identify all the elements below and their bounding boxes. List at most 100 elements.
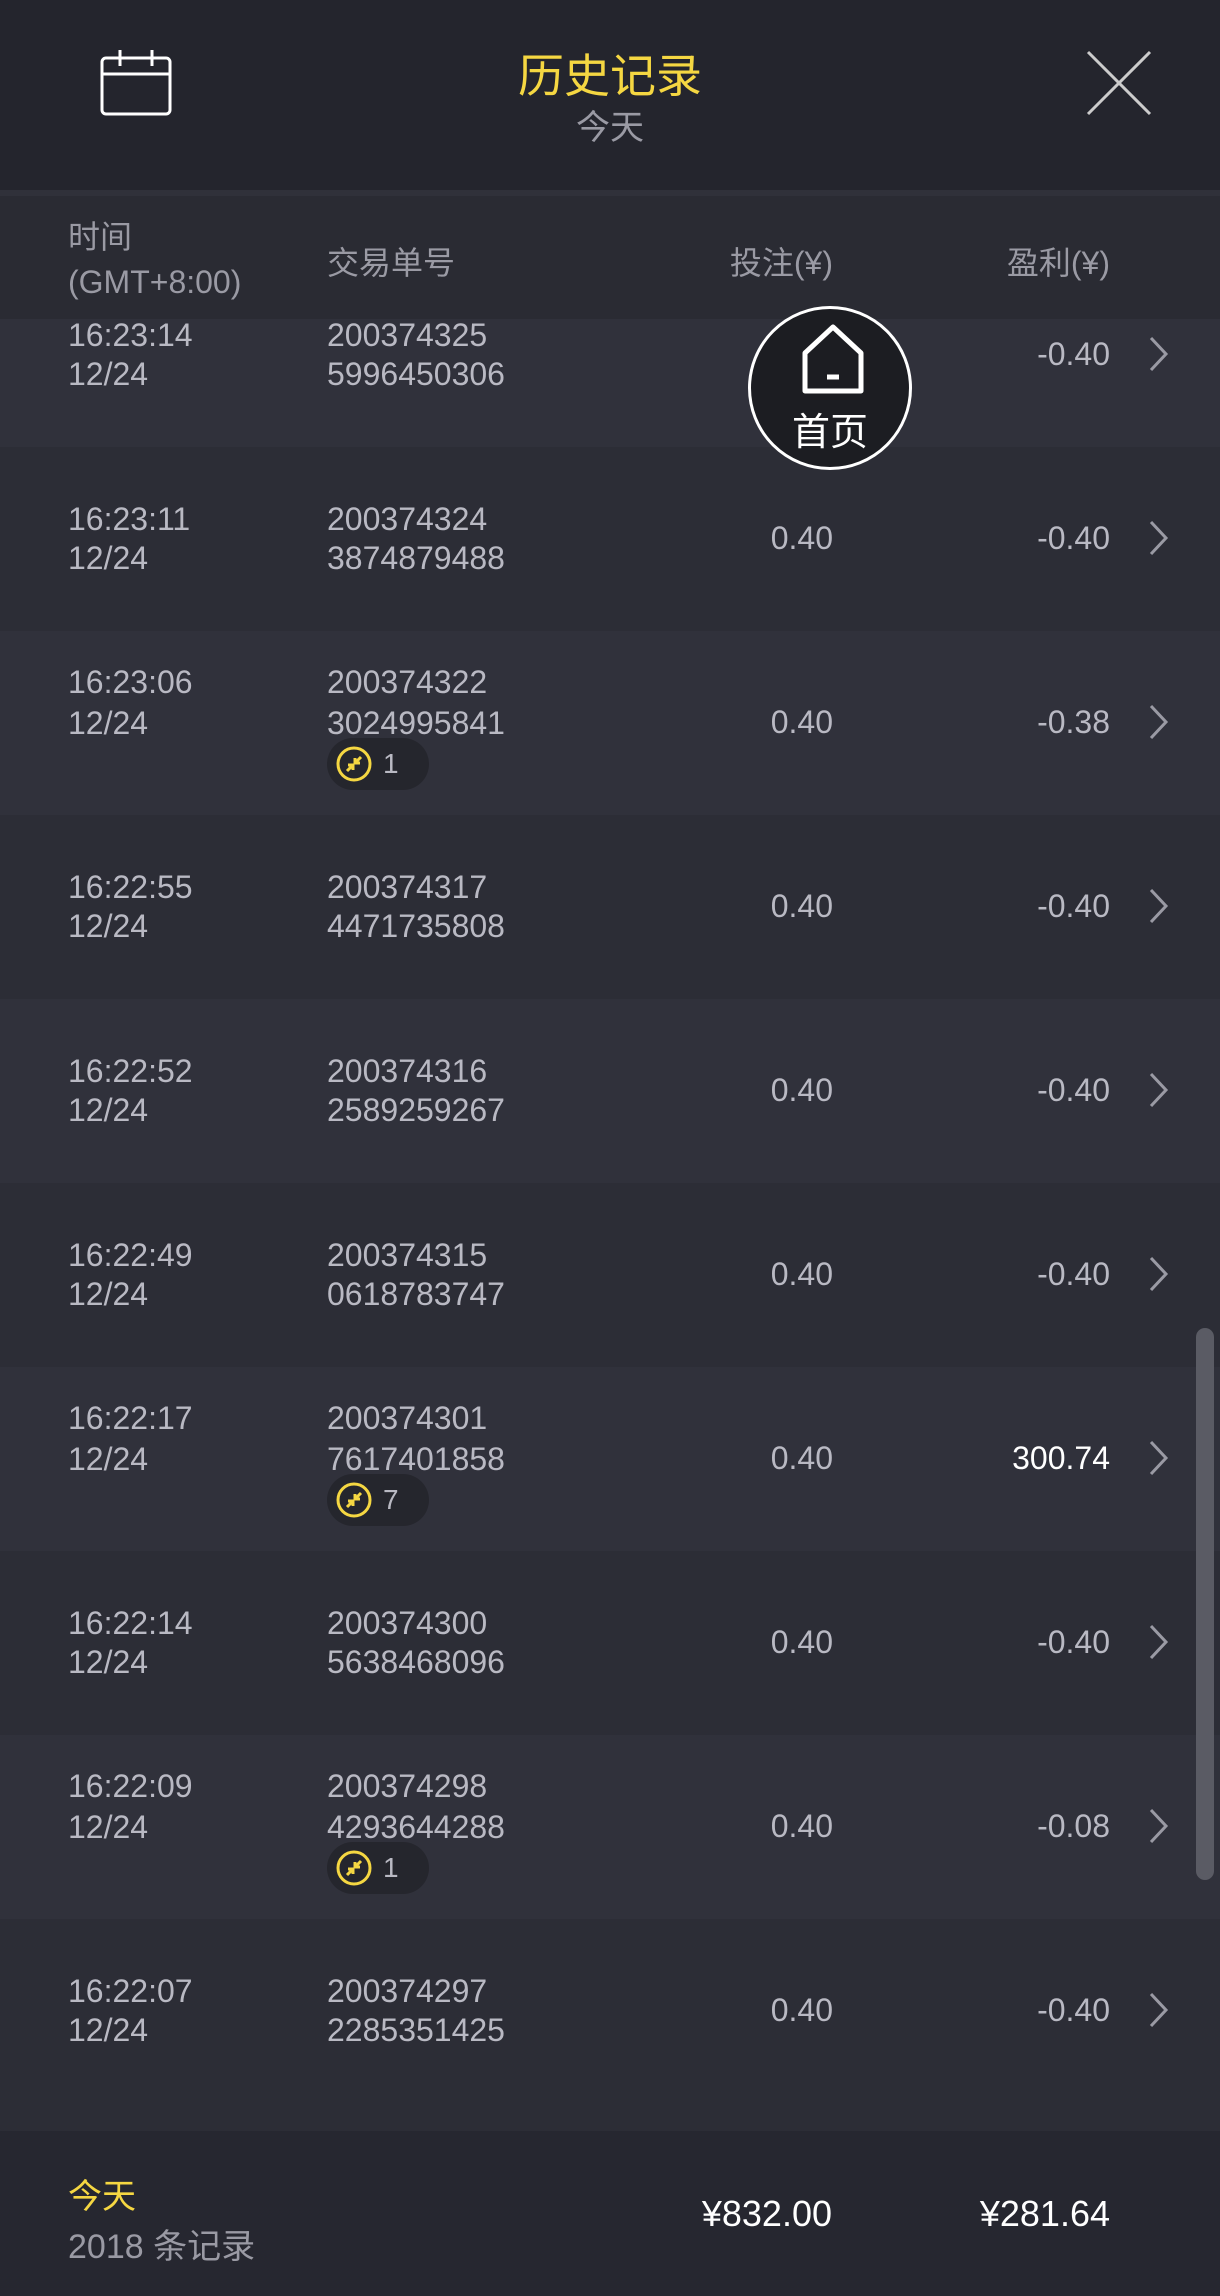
scrollbar[interactable] (1196, 1328, 1214, 1880)
table-row[interactable]: 16:22:07 12/24 200374297 2285351425 0.40… (0, 1919, 1220, 2103)
table-row[interactable]: 16:22:55 12/24 200374317 4471735808 0.40… (0, 815, 1220, 999)
total-profit: ¥281.64 (979, 2193, 1110, 2234)
row-time: 16:23:06 (68, 664, 193, 700)
row-order-id-suffix: 5638468096 (327, 1644, 505, 1680)
row-order-id-suffix: 5996450306 (327, 356, 505, 392)
free-spin-icon (336, 1850, 372, 1886)
row-profit: -0.40 (1037, 1256, 1110, 1292)
chevron-right-icon (1149, 1624, 1169, 1660)
home-label: 首页 (791, 412, 868, 454)
chevron-right-icon (1149, 888, 1169, 924)
row-order-id: 200374297 (327, 1973, 488, 2009)
close-icon[interactable] (1084, 48, 1154, 118)
row-profit: -0.38 (1037, 704, 1110, 740)
total-stake: ¥832.00 (701, 2193, 832, 2234)
col-profit: 盈利(¥) (1006, 245, 1110, 281)
row-date: 12/24 (68, 908, 149, 944)
home-icon (802, 324, 864, 394)
row-time: 16:23:11 (68, 501, 191, 537)
free-spin-badge: 1 (327, 1842, 429, 1894)
row-order-id: 200374322 (327, 664, 488, 700)
date-range-label: 今天 (576, 109, 644, 147)
row-date: 12/24 (68, 1809, 149, 1845)
row-order-id-suffix: 2589259267 (327, 1092, 505, 1128)
free-spin-icon (336, 1482, 372, 1518)
row-order-id: 200374301 (327, 1400, 488, 1436)
row-order-id-suffix: 7617401858 (327, 1441, 505, 1477)
free-spin-badge: 7 (327, 1474, 429, 1526)
row-date: 12/24 (68, 705, 149, 741)
row-order-id-suffix: 3874879488 (327, 540, 505, 576)
free-spin-count: 1 (383, 748, 399, 779)
row-order-id-suffix: 3024995841 (327, 705, 505, 741)
row-profit: -0.40 (1037, 1624, 1110, 1660)
row-profit: -0.40 (1037, 1072, 1110, 1108)
row-date: 12/24 (68, 1644, 149, 1680)
row-date: 12/24 (68, 540, 149, 576)
chevron-right-icon (1149, 336, 1169, 372)
table-row[interactable]: 16:23:06 12/24 200374322 3024995841 0.40… (0, 631, 1220, 815)
home-button[interactable]: 首页 (748, 306, 912, 470)
chevron-right-icon (1149, 1440, 1169, 1476)
record-count: 2018 条记录 (68, 2228, 256, 2266)
row-order-id: 200374300 (327, 1605, 488, 1641)
row-order-id: 200374317 (327, 869, 488, 905)
summary-period: 今天 (68, 2178, 136, 2216)
row-order-id: 200374316 (327, 1053, 488, 1089)
table-row[interactable]: 16:22:09 12/24 200374298 4293644288 0.40… (0, 1735, 1220, 1919)
row-order-id: 200374325 (327, 317, 488, 353)
history-list: 16:23:14 12/24 200374325 5996450306 0.40… (0, 263, 1220, 2103)
row-order-id: 200374324 (327, 501, 488, 537)
row-time: 16:22:52 (68, 1053, 193, 1089)
chevron-right-icon (1149, 1072, 1169, 1108)
row-order-id: 200374298 (327, 1768, 488, 1804)
page-title: 历史记录 (518, 50, 702, 102)
col-timezone: (GMT+8:00) (68, 264, 242, 300)
free-spin-count: 7 (383, 1484, 399, 1515)
row-date: 12/24 (68, 1092, 149, 1128)
table-row[interactable]: 16:22:14 12/24 200374300 5638468096 0.40… (0, 1551, 1220, 1735)
col-order: 交易单号 (327, 245, 456, 281)
row-date: 12/24 (68, 1276, 149, 1312)
row-stake: 0.40 (770, 520, 833, 556)
row-time: 16:22:07 (68, 1973, 193, 2009)
row-profit: 300.74 (1012, 1440, 1110, 1476)
row-profit: -0.40 (1037, 520, 1110, 556)
row-stake: 0.40 (770, 888, 833, 924)
row-stake: 0.40 (770, 1072, 833, 1108)
free-spin-count: 1 (383, 1852, 399, 1883)
row-stake: 0.40 (770, 1624, 833, 1660)
header: 历史记录 今天 (0, 0, 1220, 190)
row-stake: 0.40 (770, 1808, 833, 1844)
row-order-id-suffix: 4471735808 (327, 908, 505, 944)
row-profit: -0.40 (1037, 1992, 1110, 2028)
row-time: 16:22:17 (68, 1400, 193, 1436)
row-order-id-suffix: 2285351425 (327, 2012, 505, 2048)
row-order-id-suffix: 0618783747 (327, 1276, 505, 1312)
free-spin-badge: 1 (327, 738, 429, 790)
table-row[interactable]: 16:22:52 12/24 200374316 2589259267 0.40… (0, 999, 1220, 1183)
row-time: 16:22:49 (68, 1237, 193, 1273)
table-row[interactable]: 16:23:11 12/24 200374324 3874879488 0.40… (0, 447, 1220, 631)
row-order-id: 200374315 (327, 1237, 488, 1273)
row-profit: -0.40 (1037, 336, 1110, 372)
chevron-right-icon (1149, 704, 1169, 740)
col-stake: 投注(¥) (729, 245, 833, 281)
row-stake: 0.40 (770, 1256, 833, 1292)
row-date: 12/24 (68, 1441, 149, 1477)
row-time: 16:22:14 (68, 1605, 193, 1641)
calendar-icon[interactable] (98, 48, 174, 118)
col-time: 时间 (68, 219, 133, 255)
row-time: 16:22:09 (68, 1768, 193, 1804)
row-time: 16:23:14 (68, 317, 193, 353)
chevron-right-icon (1149, 1808, 1169, 1844)
chevron-right-icon (1149, 1256, 1169, 1292)
row-date: 12/24 (68, 356, 149, 392)
row-profit: -0.40 (1037, 888, 1110, 924)
row-order-id-suffix: 4293644288 (327, 1809, 505, 1845)
row-profit: -0.08 (1037, 1808, 1110, 1844)
summary-footer: 今天 2018 条记录 ¥832.00 ¥281.64 (0, 2131, 1220, 2296)
row-stake: 0.40 (770, 704, 833, 740)
table-row[interactable]: 16:22:17 12/24 200374301 7617401858 0.40… (0, 1367, 1220, 1551)
table-row[interactable]: 16:22:49 12/24 200374315 0618783747 0.40… (0, 1183, 1220, 1367)
